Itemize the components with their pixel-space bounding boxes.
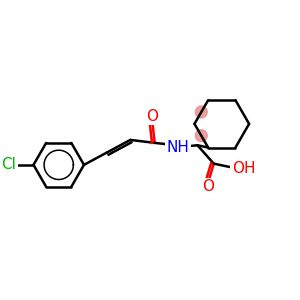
Text: O: O <box>202 179 214 194</box>
Text: OH: OH <box>232 160 255 175</box>
Circle shape <box>195 106 207 118</box>
Text: O: O <box>146 109 158 124</box>
Text: Cl: Cl <box>2 158 16 172</box>
Text: NH: NH <box>167 140 190 155</box>
Circle shape <box>195 130 207 142</box>
